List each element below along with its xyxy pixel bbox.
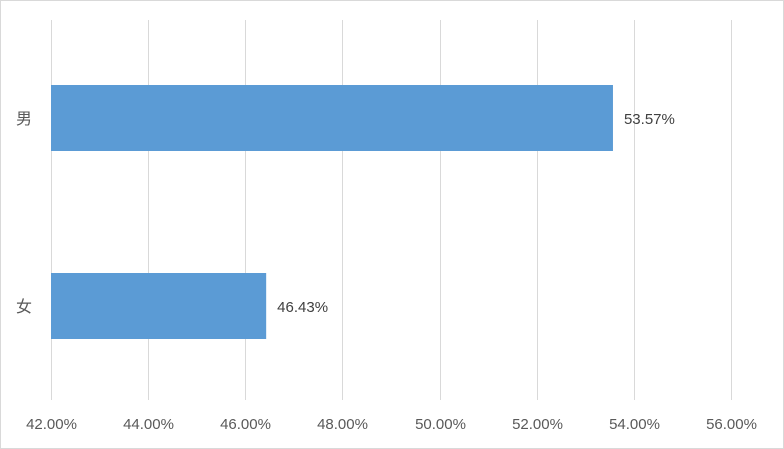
bars [51, 85, 613, 339]
x-tick-label: 46.00% [220, 416, 271, 433]
data-label: 53.57% [624, 111, 675, 128]
x-tick-label: 52.00% [512, 416, 563, 433]
x-tick-label: 48.00% [317, 416, 368, 433]
category-label: 男 [16, 111, 32, 128]
x-tick-label: 44.00% [123, 416, 174, 433]
gridlines [51, 20, 732, 400]
data-labels: 53.57% 46.43% [277, 111, 675, 316]
x-tick-label: 50.00% [415, 416, 466, 433]
x-axis-tick-labels: 42.00% 44.00% 46.00% 48.00% 50.00% 52.00% 54.0… [26, 416, 757, 433]
x-tick-label: 42.00% [26, 416, 77, 433]
x-tick-label: 54.00% [609, 416, 660, 433]
bar [51, 273, 267, 339]
data-label: 46.43% [277, 299, 328, 316]
category-label: 女 [16, 297, 32, 316]
y-axis-category-labels: 男女 [16, 111, 32, 316]
x-tick-label: 56.00% [706, 416, 757, 433]
bar [51, 85, 613, 151]
